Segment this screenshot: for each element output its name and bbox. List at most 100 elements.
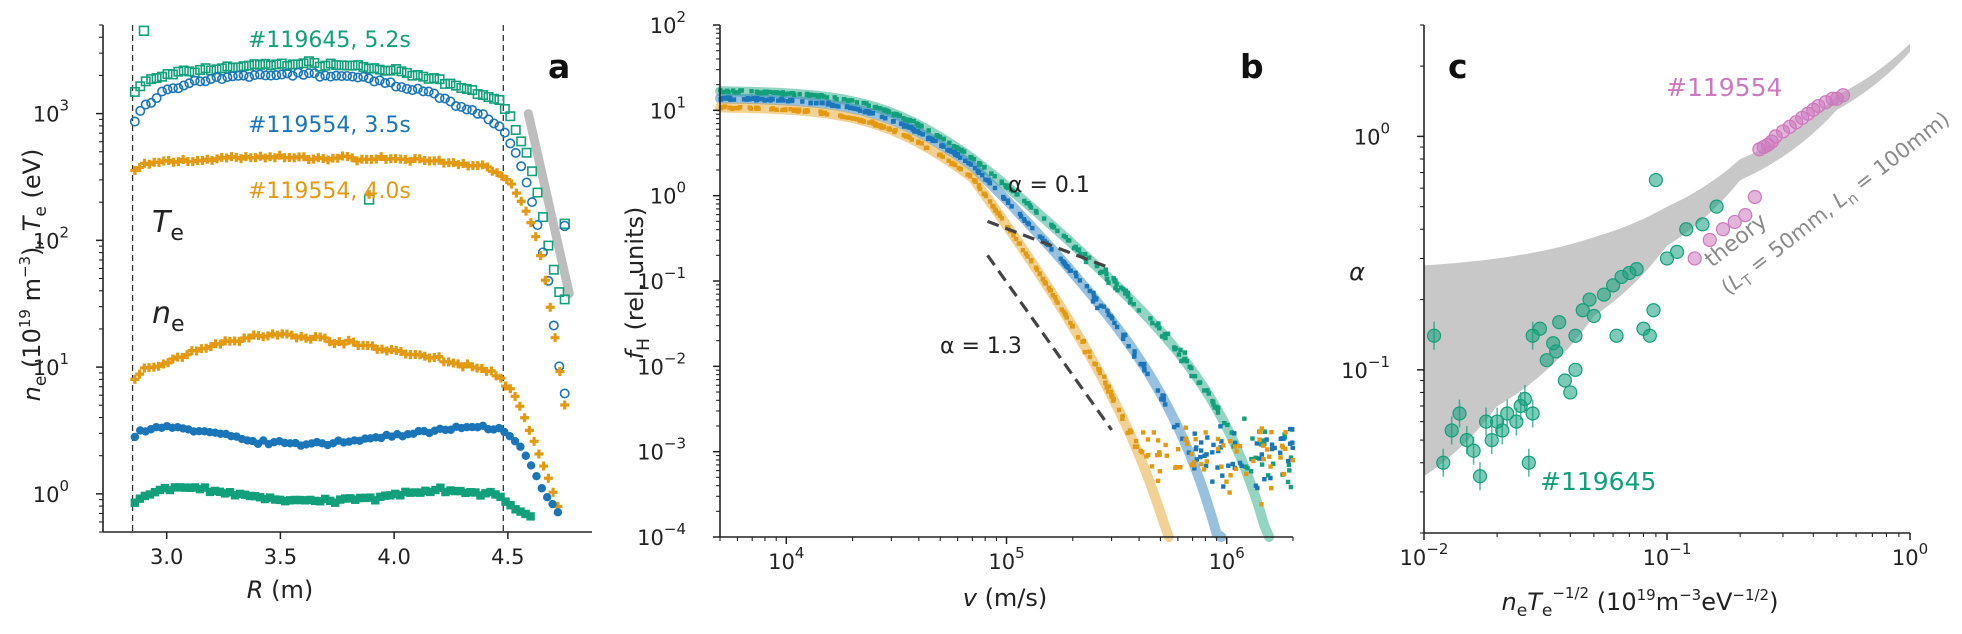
point-plus-orange: [177, 352, 187, 362]
dist-point-blue: [1138, 361, 1143, 367]
panel-letter-a: a: [548, 47, 570, 86]
dist-point-orange: [796, 107, 801, 113]
dist-point-green: [749, 89, 754, 94]
dist-point-green: [1022, 198, 1027, 204]
point-open-square-green: [298, 58, 309, 69]
dist-point-green: [937, 134, 943, 139]
dist-point-blue: [1232, 441, 1238, 446]
point-open-circle-blue: [548, 320, 559, 331]
dist-point-orange: [1059, 307, 1064, 312]
dist-point-orange: [1155, 478, 1161, 484]
dist-point-blue: [1095, 305, 1100, 311]
alpha-point-green: [1629, 262, 1644, 277]
point-plus-orange: [505, 384, 515, 394]
dist-point-blue: [1017, 211, 1023, 217]
dist-point-green: [780, 90, 786, 95]
point-square-green: [250, 491, 260, 501]
point-open-square-green: [543, 240, 554, 251]
label-ne: ne: [152, 296, 185, 337]
point-plus-orange: [434, 155, 444, 165]
dist-point-green: [1136, 308, 1142, 313]
point-plus-orange: [135, 163, 145, 173]
xl-c-e1: e: [1517, 601, 1527, 621]
dist-point-green: [896, 113, 902, 118]
dist-point-blue: [1022, 218, 1027, 223]
dist-point-orange: [1174, 464, 1179, 470]
dist-point-blue: [1042, 238, 1047, 244]
point-open-square-green: [483, 92, 494, 103]
dist-point-green: [955, 145, 960, 151]
point-open-circle-blue: [167, 83, 178, 94]
dist-point-green: [1071, 245, 1077, 251]
dist-point-orange: [1280, 445, 1285, 450]
point-square-green: [426, 487, 435, 497]
alpha-point-green: [1495, 423, 1510, 438]
dist-point-orange: [1075, 335, 1081, 340]
point-open-circle-blue: [227, 71, 238, 82]
point-plus-orange: [333, 153, 343, 163]
point-circle-blue: [542, 492, 552, 502]
dist-point-green: [1008, 187, 1014, 192]
point-square-green: [371, 496, 380, 505]
dist-point-green: [873, 104, 878, 110]
alpha-point-green: [1642, 328, 1657, 343]
alpha-point-pink: [1738, 208, 1753, 223]
point-open-circle-blue: [472, 108, 483, 119]
slope-label-1.3: α = 1.3: [940, 334, 1022, 359]
dist-point-green: [935, 133, 940, 139]
dist-point-blue: [1126, 343, 1131, 349]
point-open-square-green: [271, 59, 282, 70]
dist-point-blue: [987, 180, 992, 185]
dist-point-orange: [1050, 293, 1056, 298]
dist-point-blue: [1192, 431, 1197, 436]
dist-point-orange: [1011, 233, 1016, 238]
dist-point-green: [926, 128, 931, 133]
dist-point-orange: [1189, 462, 1194, 468]
point-open-circle-blue: [254, 69, 265, 80]
dist-point-green: [738, 88, 743, 93]
point-open-square-green: [167, 69, 178, 80]
dist-point-orange: [1178, 465, 1183, 470]
point-open-circle-blue: [401, 83, 412, 94]
dist-point-orange: [1064, 315, 1069, 320]
dist-point-green: [807, 93, 813, 98]
dist-point-blue: [976, 170, 982, 175]
x-axis-label-c: neTe−1/2 (1019m−3eV−1/2): [1502, 584, 1779, 621]
point-square-green: [205, 487, 215, 497]
dist-point-blue: [1142, 366, 1147, 372]
alpha-point-green: [1557, 373, 1572, 388]
dist-point-green: [951, 144, 957, 149]
dist-point-blue: [1218, 424, 1223, 429]
dist-point-green: [878, 106, 883, 111]
dist-point-orange: [976, 183, 982, 188]
dist-point-green: [1125, 290, 1131, 296]
point-plus-orange: [339, 339, 349, 349]
dist-point-green: [907, 117, 912, 123]
point-plus-orange: [521, 206, 531, 216]
point-open-circle-blue: [478, 109, 489, 120]
dist-point-green: [915, 123, 921, 128]
dist-point-blue: [968, 162, 974, 167]
dist-point-blue: [939, 143, 944, 148]
dist-point-blue: [1101, 304, 1107, 309]
dist-point-blue: [953, 152, 958, 158]
theory-band-area: [1424, 43, 1910, 477]
dist-point-green: [977, 160, 982, 166]
point-plus-orange: [130, 166, 140, 176]
point-square-green: [195, 484, 205, 494]
point-open-circle-blue: [434, 93, 445, 104]
point-open-circle-blue: [456, 101, 467, 112]
point-plus-orange: [263, 331, 273, 341]
c-xtick-exp: −2: [1426, 540, 1448, 558]
point-open-square-green: [412, 70, 423, 81]
dist-point-green: [891, 112, 897, 118]
point-plus-orange: [516, 196, 526, 206]
dist-point-blue: [745, 96, 750, 101]
dist-point-orange: [805, 108, 810, 113]
dist-point-orange: [1191, 463, 1197, 468]
point-square-green: [295, 495, 305, 505]
point-open-square-green: [162, 69, 173, 80]
dist-point-green: [1156, 321, 1161, 326]
point-square-green: [225, 488, 235, 497]
point-open-square-green: [423, 73, 434, 84]
